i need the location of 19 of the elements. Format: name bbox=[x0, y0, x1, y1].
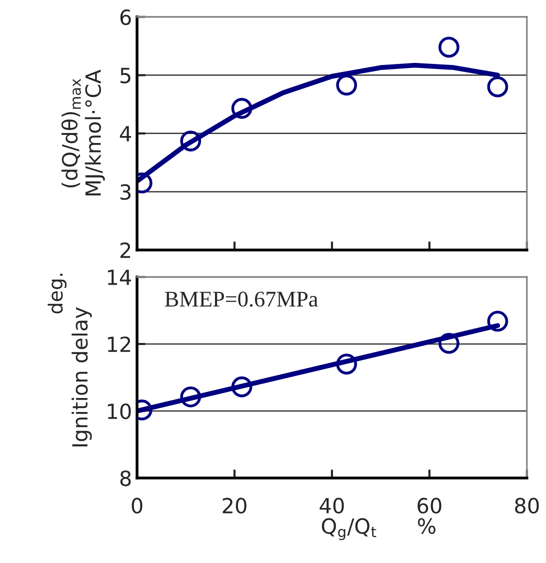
x-tick-label: 80 bbox=[515, 498, 539, 514]
y-axis-title: (dQ/dθ)$_{max}$ MJ/kmol·°CA bbox=[61, 70, 105, 196]
x-tick-label: 20 bbox=[222, 498, 246, 514]
x-tick-label: 60 bbox=[418, 498, 442, 514]
y-tick-label: 2 bbox=[120, 242, 130, 258]
annotation: BMEP=0.67MPa bbox=[164, 292, 318, 307]
text: Q$_{g}$/Q$_{t}$ % bbox=[322, 518, 436, 540]
y-tick-label: 3 bbox=[120, 184, 131, 200]
text: deg. bbox=[48, 274, 67, 314]
y-tick-label: 4 bbox=[120, 126, 132, 142]
y-tick-label: 8 bbox=[120, 470, 131, 486]
y-tick-label: 14 bbox=[108, 270, 132, 285]
x-tick-label: 40 bbox=[320, 498, 344, 514]
y-tick-label: 10 bbox=[108, 403, 131, 420]
x-tick-label: 0 bbox=[132, 498, 142, 514]
y-tick-label: 6 bbox=[120, 9, 131, 26]
y-axis-title: Ignition delay bbox=[72, 307, 92, 446]
y-tick-label: 12 bbox=[108, 336, 130, 352]
y-tick-label: 5 bbox=[120, 68, 130, 84]
